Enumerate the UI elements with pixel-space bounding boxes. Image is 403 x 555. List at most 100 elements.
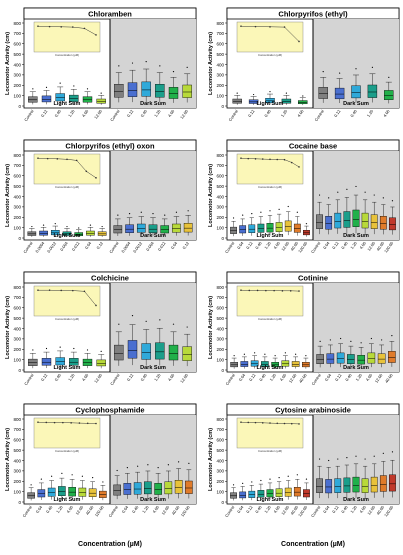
dark-box — [316, 354, 324, 364]
light-outlier — [242, 482, 244, 484]
y-tick-label: 200 — [216, 347, 224, 352]
x-tick-label: Control — [107, 505, 119, 519]
dark-box — [336, 352, 345, 364]
dark-box — [377, 353, 386, 364]
dark-outlier — [382, 452, 384, 454]
dark-outlier — [355, 455, 357, 457]
light-outlier — [251, 481, 253, 483]
light-box — [78, 487, 87, 497]
dark-outlier — [328, 459, 330, 462]
inset-point — [86, 422, 89, 425]
x-tick-label: 4.00 — [167, 372, 176, 382]
chart-panel: Cyclophosphamide 0 100 200 300 400 500 600 700 80… — [5, 403, 197, 519]
inset-point — [37, 25, 39, 27]
light-box — [230, 492, 237, 499]
inset-point — [83, 27, 86, 30]
y-axis-label: Locomotor Activity (cm) — [5, 164, 11, 227]
inset-point — [95, 422, 97, 425]
inset-x-label: Concentration (µM) — [258, 53, 282, 57]
y-tick-label: 800 — [216, 285, 224, 290]
light-outlier — [243, 353, 245, 355]
x-tick-label: 40.00 — [375, 240, 385, 252]
light-outlier — [287, 205, 289, 208]
x-tick-label: Control — [310, 241, 322, 255]
y-tick-label: 300 — [216, 469, 224, 474]
x-tick-label: Control — [310, 373, 322, 387]
dark-sum-label: Dark Sum — [343, 101, 369, 107]
dark-box — [357, 355, 365, 365]
x-tick-label: 0.12 — [331, 240, 340, 250]
dark-box — [361, 212, 369, 229]
y-tick-label: 100 — [216, 489, 224, 494]
light-box — [230, 226, 237, 234]
inset-point — [283, 422, 286, 425]
y-axis-label: Locomotor Activity (cm) — [5, 296, 11, 359]
y-tick-label: 500 — [216, 184, 224, 189]
y-tick-label: 0 — [221, 236, 224, 241]
light-box — [261, 361, 269, 367]
y-tick-label: 0 — [18, 104, 21, 109]
y-tick-label: 700 — [216, 427, 224, 432]
dark-box — [351, 85, 361, 99]
dark-outlier — [116, 469, 118, 472]
light-box — [303, 489, 310, 498]
chart-title: Cocaine base — [289, 142, 337, 151]
dark-outlier — [175, 211, 178, 213]
x-tick-label: 40.00 — [171, 504, 181, 516]
dark-box — [370, 214, 378, 229]
light-box — [41, 358, 52, 366]
light-outlier — [73, 85, 75, 87]
dark-sum-label: Dark Sum — [140, 233, 166, 239]
inset-point — [256, 289, 259, 292]
dark-box — [367, 352, 376, 364]
y-tick-label: 300 — [216, 337, 224, 342]
light-outlier — [30, 484, 32, 486]
inset-point — [48, 289, 51, 291]
y-tick-label: 100 — [216, 225, 224, 230]
light-box — [293, 223, 301, 233]
dark-outlier — [391, 335, 393, 337]
dark-box — [379, 475, 387, 492]
dark-box — [164, 481, 173, 495]
y-axis-label: Locomotor Activity (cm) — [5, 428, 11, 491]
dark-outlier — [159, 65, 161, 67]
light-outlier — [269, 91, 271, 93]
light-outlier — [59, 346, 61, 348]
x-tick-label: 0.012 — [71, 240, 81, 252]
dark-box — [174, 480, 183, 494]
inset-point — [95, 34, 97, 36]
y-tick-label: 500 — [13, 448, 21, 453]
dark-box — [318, 87, 328, 99]
x-tick-label: 0.004 — [145, 240, 155, 252]
light-outlier — [274, 355, 276, 357]
light-outlier — [100, 92, 102, 94]
chart-title: Cytosine arabinoside — [275, 406, 351, 415]
light-outlier — [100, 350, 102, 352]
y-tick-label: 600 — [216, 306, 224, 311]
x-tick-label: 40.00 — [384, 372, 394, 384]
dark-outlier — [364, 458, 366, 460]
x-tick-label: 120.00 — [297, 504, 309, 518]
y-tick-label: 500 — [216, 448, 224, 453]
x-tick-label: 1.20 — [67, 108, 76, 118]
x-tick-label: Control — [224, 373, 236, 387]
dark-outlier — [381, 339, 383, 341]
inset-point — [283, 158, 286, 161]
dark-box — [334, 212, 342, 229]
x-tick-label: 4.00 — [167, 108, 176, 118]
dark-box — [133, 482, 142, 495]
inset-point — [298, 166, 300, 168]
x-tick-label: 12.00 — [179, 108, 189, 120]
light-outlier — [236, 92, 238, 94]
x-tick-label: Control — [314, 109, 326, 123]
dark-outlier — [339, 72, 341, 74]
x-tick-label: 40.00 — [298, 372, 308, 384]
x-tick-label: 0.04 — [322, 240, 331, 250]
dark-box — [384, 90, 394, 100]
dark-box — [389, 217, 396, 231]
y-tick-label: 200 — [216, 479, 224, 484]
dark-outlier — [117, 214, 119, 216]
dark-outlier — [128, 213, 131, 215]
light-outlier — [31, 225, 33, 228]
dark-box — [325, 479, 333, 494]
